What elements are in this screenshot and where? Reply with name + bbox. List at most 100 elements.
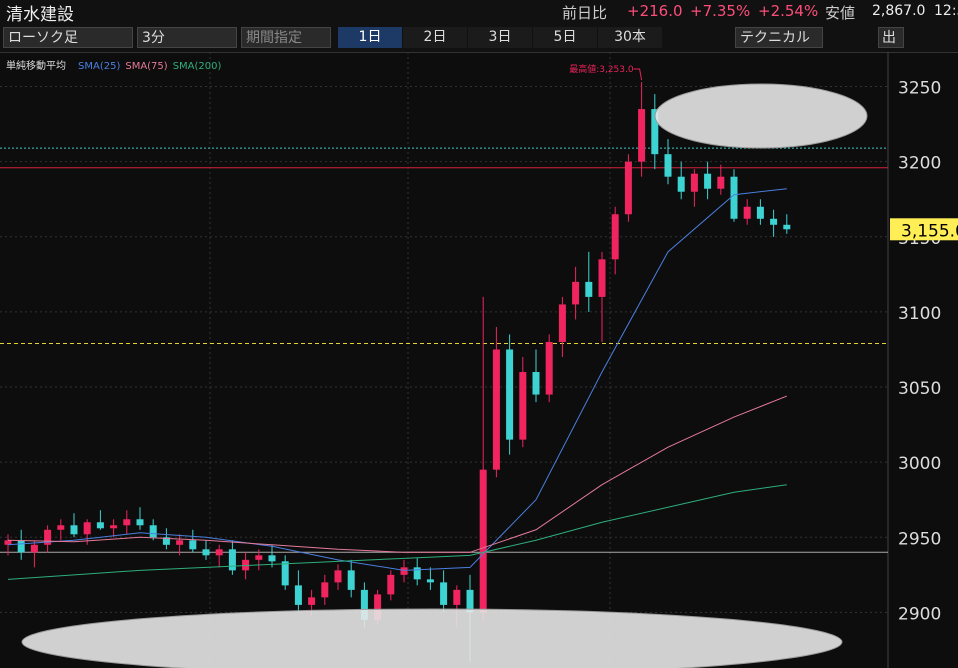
stock-title: 清水建設 — [6, 5, 74, 25]
y-tick-label: 3000 — [898, 454, 941, 474]
candle-body — [96, 522, 104, 529]
candle-body — [387, 574, 395, 595]
change-pct: +7.35% — [690, 2, 751, 20]
tab[interactable]: 1日 — [338, 27, 402, 48]
candle-body — [83, 522, 91, 535]
candle-body — [572, 281, 580, 305]
candle-body — [4, 540, 12, 545]
tab[interactable]: 30本 — [598, 27, 662, 48]
low: 2,867.0 — [872, 3, 926, 19]
candle-body — [756, 206, 764, 219]
candle-body — [453, 589, 461, 605]
technical[interactable]: テクニカル — [735, 27, 823, 48]
overlay-shape — [654, 83, 868, 149]
candle-body — [162, 537, 170, 545]
candle-body — [783, 224, 791, 230]
candle-body — [57, 525, 65, 530]
candle-body — [704, 173, 712, 189]
y-tick-label: 3050 — [898, 379, 941, 399]
y-tick-label: 2950 — [898, 529, 941, 549]
candle-body — [149, 525, 157, 538]
candle-body — [123, 519, 131, 526]
legend-entry: SMA(75) — [125, 61, 167, 72]
candle-body — [677, 176, 685, 192]
candle-body — [360, 589, 368, 620]
candle-body — [400, 567, 408, 575]
candle-body — [440, 582, 448, 605]
candle-body — [228, 549, 236, 571]
candle-body — [30, 544, 38, 553]
candle-body — [189, 540, 197, 550]
sma-line — [7, 484, 787, 580]
sma-line — [7, 188, 787, 571]
candle-body — [176, 540, 184, 545]
candle-body — [294, 585, 302, 605]
interval[interactable]: 3分 — [137, 27, 237, 48]
tab[interactable]: 5日 — [533, 27, 597, 48]
toolbar: ローソク足 3分 期間指定 1日 2日 3日 5日 30本 テクニカル 出 — [0, 24, 958, 53]
y-tick-label: 3250 — [898, 79, 941, 99]
candle-body — [492, 349, 500, 470]
candle-body — [506, 349, 514, 440]
legend-entry: SMA(25) — [78, 61, 120, 72]
period[interactable]: 期間指定 — [241, 27, 331, 48]
candle-body — [717, 176, 725, 189]
candle-body — [624, 161, 632, 215]
annotation: 最高値:3,253.0 — [569, 63, 634, 75]
chart: 単純移動平均 29002950300030503100315032003250S… — [0, 52, 958, 668]
y-tick-label: 3200 — [898, 154, 941, 174]
candle-body — [44, 529, 52, 545]
candle-body — [585, 281, 593, 297]
change-pct2: +2.54% — [758, 2, 819, 20]
low-label: 安値 — [825, 4, 856, 22]
candle-body — [202, 549, 210, 556]
candle-body — [466, 589, 474, 613]
candle-body — [519, 372, 527, 440]
candle-body — [532, 372, 540, 395]
candle-body — [347, 570, 355, 590]
header: 清水建設 前日比 +216.0 +7.35% +2.54% 安値 2,867.0… — [0, 0, 958, 25]
tab[interactable]: 3日 — [468, 27, 532, 48]
candle-body — [281, 561, 289, 586]
candle-body — [545, 341, 553, 395]
candle-body — [321, 582, 329, 598]
overlay-shape — [21, 608, 843, 668]
annotation-arrow — [633, 68, 643, 81]
candle-body — [479, 469, 487, 613]
candle-body — [334, 570, 342, 583]
chart-type[interactable]: ローソク足 — [3, 27, 133, 48]
candle-body — [413, 567, 421, 580]
sma-line — [7, 395, 787, 553]
candle-body — [651, 109, 659, 155]
y-tick-label: 3100 — [898, 304, 941, 324]
candle-body — [426, 579, 434, 583]
change: +216.0 — [627, 2, 683, 20]
candle-body — [110, 525, 118, 529]
candle-body — [638, 109, 646, 162]
candle-body — [136, 519, 144, 526]
icon-button[interactable]: 出 — [878, 27, 904, 48]
y-tick-label: 2900 — [898, 604, 941, 624]
candle-body — [268, 555, 276, 562]
candle-body — [770, 218, 778, 225]
candle-body — [743, 206, 751, 219]
candle-body — [255, 555, 263, 560]
change-label: 前日比 — [562, 4, 608, 22]
candle-body — [308, 597, 316, 605]
candle-body — [690, 173, 698, 192]
candle-body — [598, 259, 606, 297]
legend-entry: SMA(200) — [173, 61, 222, 72]
candle-body — [374, 594, 382, 620]
time: 12:5 — [934, 3, 958, 19]
candle-body — [611, 214, 619, 260]
legend-title: 単純移動平均 — [6, 59, 66, 72]
candle-body — [558, 304, 566, 342]
candle-body — [215, 549, 223, 556]
tab[interactable]: 2日 — [403, 27, 467, 48]
candle-body — [664, 154, 672, 177]
candle-body — [17, 540, 25, 553]
current-price-box — [890, 218, 958, 241]
candle-body — [70, 525, 78, 535]
candle-body — [730, 176, 738, 219]
